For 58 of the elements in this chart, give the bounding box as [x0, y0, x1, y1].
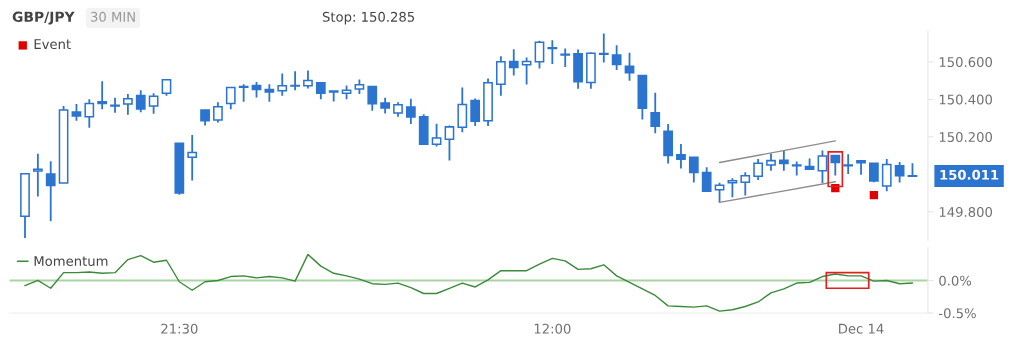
candlestick [701, 166, 712, 193]
candlestick [740, 171, 751, 197]
candlestick [213, 101, 223, 124]
candlestick [598, 32, 609, 64]
candlestick [431, 122, 442, 148]
chart-subtitle: 30 MIN [91, 11, 135, 22]
candlestick [290, 70, 300, 92]
legend-label: Event [34, 39, 71, 50]
candlestick [84, 98, 95, 129]
candlestick [688, 156, 699, 184]
candlestick [225, 86, 236, 111]
candlestick [676, 143, 686, 170]
candlestick [611, 44, 622, 72]
candlestick [123, 93, 133, 116]
candlestick [650, 91, 661, 135]
line-series [24, 253, 914, 312]
candlestick [817, 149, 828, 185]
candlestick [547, 39, 558, 65]
candlestick [45, 160, 56, 223]
x-tick-label: Dec 14 [839, 323, 884, 334]
candlestick [367, 85, 378, 112]
candlestick [830, 154, 841, 177]
candlestick [778, 149, 789, 172]
y-tick-label: 150.200 [939, 132, 993, 143]
candlestick [277, 72, 288, 97]
candlestick [496, 55, 506, 97]
candlestick [32, 152, 43, 198]
candlestick [753, 158, 764, 182]
candlestick [624, 51, 635, 82]
candlestick [508, 48, 519, 77]
candlestick [110, 96, 120, 114]
y-tick-label: 0.0% [939, 275, 972, 286]
candlestick [444, 124, 455, 162]
legend-label: Momentum [34, 256, 108, 267]
candlestick [238, 83, 249, 103]
candlestick [534, 39, 545, 70]
candlestick [97, 80, 108, 111]
candlestick [843, 153, 854, 176]
candlestick [187, 134, 198, 182]
candlestick [560, 47, 571, 68]
y-tick-label: 149.800 [939, 206, 993, 217]
candlestick [470, 97, 481, 127]
text: 150.011 [940, 169, 999, 180]
candlestick [881, 158, 892, 193]
candlestick [894, 161, 905, 184]
text: Stop: 150.285 [322, 11, 415, 25]
y-tick-label: 150.600 [939, 57, 993, 68]
candlestick [148, 92, 159, 115]
candlestick [521, 56, 532, 86]
x-tick-label: 21:30 [161, 323, 198, 334]
y-tick-label: 150.400 [939, 94, 993, 105]
candlestick [714, 181, 725, 204]
x-tick-label: 12:00 [534, 323, 571, 334]
chart-title: GBP/JPY [12, 11, 75, 25]
candlestick [457, 86, 468, 134]
candlestick [135, 89, 146, 114]
y-tick-label: -0.5% [938, 308, 976, 319]
candlestick [405, 97, 416, 125]
